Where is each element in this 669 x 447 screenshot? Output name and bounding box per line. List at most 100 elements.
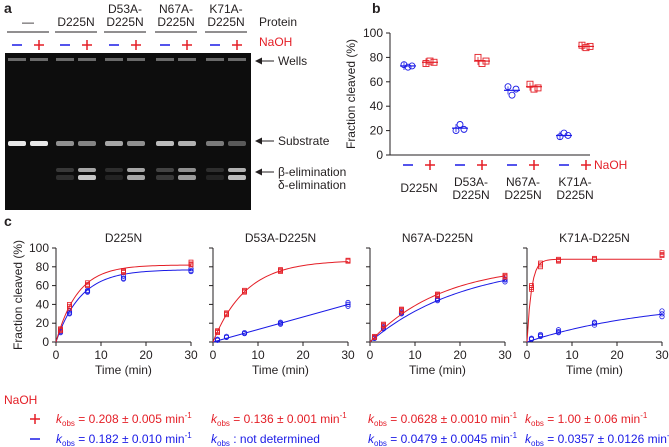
b-point xyxy=(512,85,520,93)
b-y-tick-label: 20 xyxy=(370,124,384,138)
gel-image xyxy=(5,53,251,210)
b-y-tick-label: 0 xyxy=(376,148,383,162)
c-kobs-plus: kobs = 0.208 ± 0.005 min-1 xyxy=(56,411,192,428)
delta-band xyxy=(228,175,246,180)
c-x-tick-label: 0 xyxy=(367,348,374,362)
b-category-label: D225N xyxy=(400,181,437,195)
naoh-label-a: NaOH xyxy=(259,35,292,49)
b-point xyxy=(426,57,434,65)
c-point-minus xyxy=(188,266,194,272)
c-point-minus xyxy=(555,327,562,333)
lane-group-label: D225N xyxy=(57,15,94,29)
c-x-tick-label: 10 xyxy=(94,348,108,362)
c-fit-curve-plus xyxy=(212,261,349,343)
c-point-minus xyxy=(659,308,665,314)
beta-band xyxy=(127,168,145,172)
beta-band xyxy=(178,168,196,172)
c-point-minus xyxy=(537,332,544,339)
c-x-tick-label: 30 xyxy=(341,348,355,362)
c-x-tick-label: 30 xyxy=(184,348,198,362)
b-category-label: D53A- xyxy=(454,175,488,189)
lane-group-label: D225N xyxy=(157,15,194,29)
delta-band xyxy=(127,175,145,180)
c-point-plus xyxy=(85,282,90,288)
b-category-label: N67A- xyxy=(506,175,540,189)
b-category-label: K71A- xyxy=(558,175,591,189)
c-kobs-minus: kobs = 0.0357 ± 0.0126 min-1 xyxy=(525,431,669,447)
b-y-tick-label: 80 xyxy=(370,50,384,64)
c-point-minus xyxy=(223,334,230,340)
b-point xyxy=(460,125,468,133)
c-point-plus xyxy=(502,273,508,279)
c-point-plus xyxy=(215,329,220,335)
b-point xyxy=(508,91,516,99)
c-point-minus xyxy=(345,299,351,306)
lane-group-label: N67A- xyxy=(159,2,193,16)
c-point-minus xyxy=(434,297,441,303)
c-point-minus xyxy=(345,301,351,307)
c-point-plus xyxy=(381,322,386,328)
c-kobs-plus: kobs = 0.136 ± 0.001 min-1 xyxy=(211,411,347,428)
c-kobs-plus: kobs = 1.00 ± 0.06 min-1 xyxy=(525,411,648,428)
c-y-tick-label: 80 xyxy=(36,260,50,274)
substrate-label: Substrate xyxy=(278,134,330,148)
c-x-tick-label: 10 xyxy=(565,348,579,362)
c-panel-title: D225N xyxy=(105,231,142,245)
c-point-minus xyxy=(591,320,598,326)
c-point-plus xyxy=(372,334,377,340)
c-point-minus xyxy=(345,303,351,309)
c-point-plus xyxy=(538,262,543,268)
c-point-plus xyxy=(659,252,665,257)
b-y-axis-label: Fraction cleaved (%) xyxy=(344,39,358,149)
c-x-tick-label: 20 xyxy=(139,348,153,362)
c-point-plus xyxy=(242,288,247,294)
substrate-band xyxy=(206,141,224,146)
panel-c-letter: c xyxy=(4,213,12,229)
panel-a-letter: a xyxy=(4,0,12,16)
b-y-tick-label: 100 xyxy=(363,26,383,40)
c-point-minus xyxy=(277,320,284,326)
b-category-label: D225N xyxy=(452,188,489,202)
c-x-tick-label: 30 xyxy=(655,348,669,362)
b-point xyxy=(456,121,464,128)
c-naoh-label: NaOH xyxy=(4,393,37,407)
c-y-tick-label: 20 xyxy=(36,316,50,330)
wells-label: Wells xyxy=(278,54,307,68)
c-point-minus xyxy=(84,288,91,294)
c-point-plus xyxy=(121,269,126,274)
c-fit-curve-minus xyxy=(526,313,663,343)
delta-label: δ-elimination xyxy=(278,178,346,192)
beta-band xyxy=(156,168,174,172)
substrate-band xyxy=(178,141,196,146)
delta-band xyxy=(78,175,96,180)
b-point xyxy=(404,63,412,71)
c-point-minus xyxy=(120,275,127,281)
well-band xyxy=(206,58,224,61)
c-point-minus xyxy=(659,314,665,320)
beta-band xyxy=(56,168,74,172)
c-point-plus xyxy=(556,257,561,263)
b-y-tick-label: 40 xyxy=(370,99,384,113)
c-panel-title: N67A-D225N xyxy=(402,231,473,245)
beta-band xyxy=(206,168,224,172)
well-band xyxy=(156,58,174,61)
b-point xyxy=(582,44,590,52)
c-y-axis-label: Fraction cleaved (%) xyxy=(11,240,25,350)
lane-group-label: — xyxy=(22,15,34,29)
c-point-minus xyxy=(659,311,665,317)
c-x-axis-label: Time (min) xyxy=(409,363,466,377)
lane-group-label: D225N xyxy=(207,15,244,29)
c-point-plus xyxy=(345,258,351,264)
c-point-minus xyxy=(214,337,221,343)
c-point-plus xyxy=(399,307,404,313)
delta-band xyxy=(206,175,224,180)
beta-arrow-head xyxy=(255,168,262,176)
well-band xyxy=(178,58,196,61)
c-x-tick-label: 10 xyxy=(251,348,265,362)
b-y-tick-label: 60 xyxy=(370,75,384,89)
c-x-tick-label: 0 xyxy=(53,348,60,362)
c-x-tick-label: 20 xyxy=(453,348,467,362)
b-naoh-label: NaOH xyxy=(594,158,627,172)
c-point-minus xyxy=(241,330,248,337)
c-x-tick-label: 10 xyxy=(408,348,422,362)
